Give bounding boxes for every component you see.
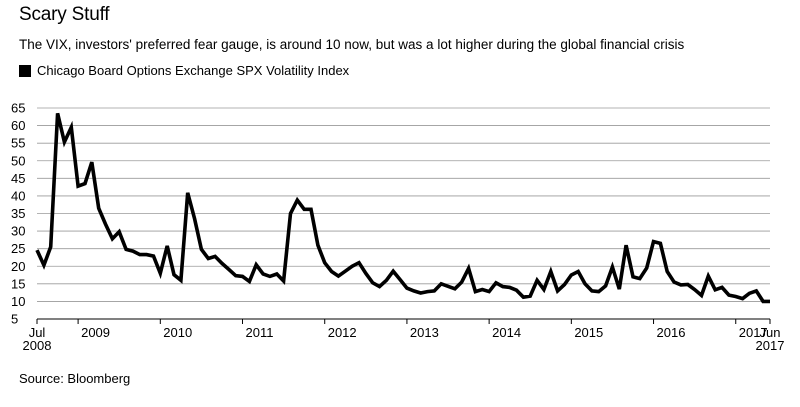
y-tick-label: 30 [11, 224, 25, 239]
x-tick-label: 2011 [246, 325, 274, 340]
x-tick-sublabel: 2017 [756, 338, 785, 353]
y-tick-label: 40 [11, 188, 25, 203]
x-tick-label: Jul [29, 325, 46, 340]
source-note: Source: Bloomberg [19, 371, 131, 386]
legend: Chicago Board Options Exchange SPX Volat… [19, 63, 349, 78]
y-tick-label: 25 [11, 241, 25, 256]
x-tick-sublabel: 2008 [23, 338, 52, 353]
x-tick-label: 2009 [81, 325, 110, 340]
x-tick-label: 2017 [739, 325, 768, 340]
x-tick-label: 2014 [492, 325, 521, 340]
x-tick-label: 2015 [574, 325, 603, 340]
y-tick-label: 35 [11, 206, 25, 221]
gridlines [37, 107, 770, 320]
y-tick-label: 15 [11, 276, 25, 291]
y-tick-label: 50 [11, 153, 25, 168]
y-tick-label: 20 [11, 259, 25, 274]
y-tick-label: 60 [11, 118, 25, 133]
x-tick-label: 2013 [410, 325, 439, 340]
series-line [35, 112, 770, 304]
legend-label: Chicago Board Options Exchange SPX Volat… [37, 63, 350, 78]
y-axis: 5 10 15 20 25 30 35 40 45 50 55 60 65 [11, 101, 25, 327]
y-tick-label: 5 [11, 312, 18, 327]
x-tick-label: 2010 [163, 325, 192, 340]
series-layer [35, 112, 771, 304]
chart-title: Scary Stuff [19, 4, 110, 25]
y-tick-label: 55 [11, 136, 25, 151]
y-tick-label: 10 [11, 294, 25, 309]
x-tick-label: 2012 [328, 325, 357, 340]
legend-swatch [19, 64, 31, 77]
chart-subtitle: The VIX, investors' preferred fear gauge… [19, 37, 685, 52]
x-tick-label: 2016 [657, 325, 686, 340]
y-tick-label: 45 [11, 171, 25, 186]
x-tick-label: Jun [760, 325, 781, 340]
y-tick-label: 65 [11, 101, 25, 116]
